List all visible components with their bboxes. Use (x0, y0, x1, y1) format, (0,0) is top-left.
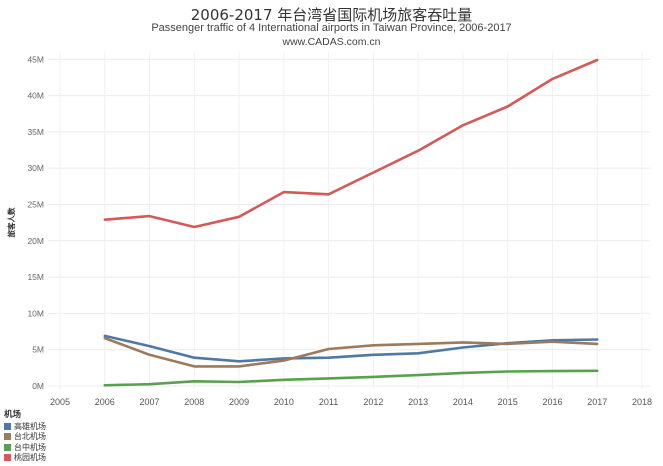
legend-label: 高雄机场 (14, 421, 46, 431)
chart-source: www.CADAS.com.cn (282, 36, 381, 48)
y-tick-label: 0M (32, 381, 44, 391)
y-tick-label: 35M (27, 127, 44, 137)
series-line-3 (103, 369, 599, 387)
chart-title: 2006-2017 年台湾省国际机场旅客吞吐量 (190, 6, 473, 24)
legend-swatch (4, 443, 11, 451)
legend-item: 台中机场 (4, 442, 46, 453)
y-tick-label: 5M (32, 345, 44, 355)
x-tick-label: 2015 (498, 397, 518, 407)
x-tick-label: 2012 (363, 397, 383, 407)
legend-label: 台北机场 (14, 432, 46, 442)
x-tick-label: 2008 (184, 397, 204, 407)
chart-subtitle: Passenger traffic of 4 International air… (151, 22, 512, 34)
y-tick-label: 40M (27, 91, 44, 101)
y-tick-label: 20M (27, 236, 44, 246)
legend-label: 桃园机场 (14, 453, 46, 463)
legend: 机场 高雄机场 台北机场 台中机场 桃园机场 (4, 408, 46, 463)
legend-swatch (4, 422, 11, 430)
legend-item: 台北机场 (4, 432, 46, 443)
x-tick-label: 2007 (140, 397, 160, 407)
x-tick-label: 2006 (95, 397, 115, 407)
legend-item: 高雄机场 (4, 421, 46, 432)
x-tick-label: 2005 (50, 397, 70, 407)
x-tick-label: 2016 (542, 397, 562, 407)
x-tick-label: 2010 (274, 397, 294, 407)
y-axis-label: 旅客人数 (6, 207, 16, 237)
series-line-1 (103, 334, 599, 363)
series-line-4 (103, 58, 599, 229)
x-tick-label: 2013 (408, 397, 428, 407)
x-tick-label: 2009 (229, 397, 249, 407)
y-tick-label: 30M (27, 163, 44, 173)
legend-item: 桃园机场 (4, 453, 46, 464)
x-tick-label: 2014 (453, 397, 473, 407)
legend-swatch (4, 433, 11, 441)
series-line-2 (103, 336, 599, 368)
x-tick-label: 2018 (632, 397, 652, 407)
legend-title: 机场 (4, 410, 22, 420)
x-tick-label: 2011 (319, 397, 338, 407)
y-tick-label: 15M (27, 272, 44, 282)
y-tick-label: 45M (27, 54, 44, 64)
legend-items: 高雄机场 台北机场 台中机场 桃园机场 (4, 421, 46, 463)
y-tick-label: 10M (27, 308, 44, 318)
x-tick-label: 2017 (587, 397, 607, 407)
y-tick-label: 25M (27, 199, 44, 209)
legend-swatch (4, 454, 11, 462)
legend-label: 台中机场 (14, 442, 46, 452)
